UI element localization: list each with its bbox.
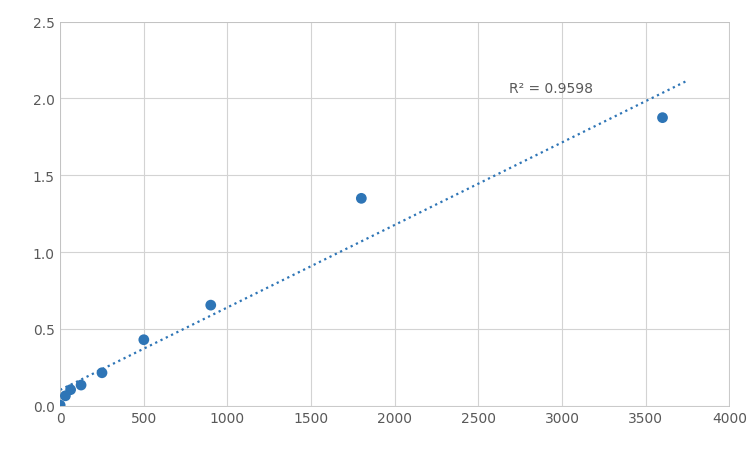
Point — [96, 369, 108, 377]
Point — [138, 336, 150, 344]
Point — [65, 386, 77, 393]
Point — [205, 302, 217, 309]
Text: R² = 0.9598: R² = 0.9598 — [508, 82, 593, 96]
Point — [59, 392, 71, 400]
Point — [75, 382, 87, 389]
Point — [656, 115, 669, 122]
Point — [54, 402, 66, 409]
Point — [355, 195, 367, 202]
